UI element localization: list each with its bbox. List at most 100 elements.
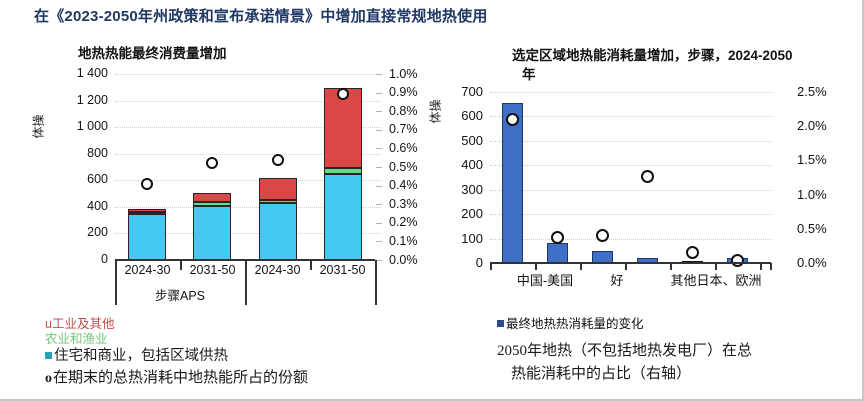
gridline xyxy=(490,140,772,142)
x-axis-tick-mark xyxy=(490,263,492,270)
x-axis-tick-mark xyxy=(670,263,672,270)
gridline xyxy=(115,206,381,208)
right-axis-tick-label: 2.5% xyxy=(797,84,827,99)
bar-segment xyxy=(193,192,231,203)
left-axis-tick-label: 700 xyxy=(461,84,483,99)
left-axis-tick-label: 300 xyxy=(461,181,483,197)
legend-industry: u工业及其他 xyxy=(45,313,114,332)
left-axis-tick-label: 200 xyxy=(461,206,483,222)
bar-segment xyxy=(259,199,297,203)
left-axis-tick-label: 1 400 xyxy=(76,66,108,80)
right-caption-line2: 热能消耗中的占比（右轴） xyxy=(511,366,692,382)
legend-agriculture-label: 农业和渔业 xyxy=(45,332,108,346)
gridline xyxy=(490,189,772,191)
page-title: 在《2023-2050年州政策和宣布承诺情景》中增加直接常规地热使用 xyxy=(34,8,488,25)
bar-segment xyxy=(259,202,297,260)
right-x-label-good: 好 xyxy=(610,273,624,288)
right-axis-tick-mark xyxy=(376,129,382,131)
scatter-point xyxy=(595,229,609,243)
bar-segment xyxy=(128,208,166,213)
right-x-label-china-us: 中国-美国 xyxy=(516,273,574,288)
right-axis-tick-mark xyxy=(376,111,382,113)
right-axis-tick-label: 1.0% xyxy=(389,66,418,81)
x-table-divider xyxy=(115,260,117,305)
gridline xyxy=(490,214,772,216)
x-axis-tick-mark xyxy=(180,260,182,270)
bar-segment xyxy=(324,173,362,260)
scatter-point xyxy=(685,246,699,260)
right-axis-tick-label: 0.7% xyxy=(389,122,418,137)
right-chart-title: 选定区域地热能消耗量增加，步骤，2024-2050 年 xyxy=(512,46,862,84)
left-axis-tick-label: 400 xyxy=(461,157,483,173)
right-axis-tick-mark xyxy=(376,74,382,75)
right-axis-tick-label: 0.4% xyxy=(389,178,418,193)
gridline xyxy=(115,100,381,102)
x-table-divider xyxy=(375,260,377,305)
bar-segment xyxy=(324,168,362,174)
gridline xyxy=(115,74,381,75)
left-axis-tick-label: 500 xyxy=(461,132,483,148)
scatter-point xyxy=(550,230,564,244)
left-axis-tick-label: 200 xyxy=(87,225,108,240)
gridline xyxy=(490,165,772,167)
final-consumption-square-icon xyxy=(497,320,504,327)
x-table-divider xyxy=(245,260,247,305)
left-axis-tick-label: 1 000 xyxy=(76,119,108,134)
scatter-point xyxy=(337,88,349,101)
left-x-category-4: 2031-50 xyxy=(319,263,366,277)
x-axis-tick-mark xyxy=(760,263,762,270)
scatter-point xyxy=(206,157,218,170)
right-axis-tick-mark xyxy=(376,260,382,261)
scatter-point xyxy=(640,170,654,184)
legend-share-label: 在期末的总热消耗中地热能所占的份额 xyxy=(53,370,309,386)
right-axis-tick-mark xyxy=(376,185,382,187)
legend-final-consumption: 最终地热热消耗量的变化 xyxy=(497,313,644,332)
left-axis-tick-label: 600 xyxy=(87,172,108,187)
right-axis-tick-label: 1.0% xyxy=(797,186,827,202)
left-x-category-1: 2024-30 xyxy=(124,263,171,277)
gridline xyxy=(490,92,772,93)
x-axis-tick-mark xyxy=(580,263,582,270)
bar-segment xyxy=(259,178,297,200)
bar-segment xyxy=(324,87,362,169)
right-axis-tick-mark xyxy=(376,204,382,206)
right-axis-tick-mark xyxy=(376,167,382,168)
left-axis-tick-label: 0 xyxy=(101,252,108,266)
left-axis-tick-label: 800 xyxy=(87,145,108,160)
bar-segment xyxy=(193,205,231,260)
x-axis-tick-mark xyxy=(535,263,537,270)
right-axis-tick-label: 0.8% xyxy=(389,103,418,118)
right-axis-tick-label: 0.0% xyxy=(389,252,418,267)
share-circle-icon: o xyxy=(45,371,52,386)
x-axis-tick-mark xyxy=(715,263,717,270)
right-axis-tick-label: 0.2% xyxy=(389,215,418,230)
right-axis-tick-label: 0.5% xyxy=(797,220,827,236)
right-axis-tick-label: 0.3% xyxy=(389,196,418,211)
right-axis-tick-label: 0.5% xyxy=(389,159,418,174)
left-x-category-2: 2031-50 xyxy=(189,263,236,277)
gridline xyxy=(490,238,772,240)
gridline xyxy=(115,127,381,129)
legend-residential-label: 住宅和商业，包括区域供热 xyxy=(54,348,228,364)
x-axis-tick-mark xyxy=(310,260,312,270)
left-axis-tick-label: 600 xyxy=(461,108,483,124)
right-axis-tick-label: 2.0% xyxy=(797,118,827,134)
bar xyxy=(546,243,568,263)
left-axis-tick-label: 1 200 xyxy=(76,92,108,107)
right-axis-tick-mark xyxy=(376,92,382,94)
right-x-label-other-japan-europe: 其他日本、欧洲 xyxy=(670,273,762,288)
left-axis-tick-label: 0 xyxy=(475,255,483,270)
legend-industry-label: 工业及其他 xyxy=(51,317,115,331)
bar-segment xyxy=(193,202,231,206)
right-axis-tick-mark xyxy=(376,148,382,150)
gridline xyxy=(490,116,772,118)
right-axis-tick-mark xyxy=(376,241,382,243)
legend-residential: 住宅和商业，包括区域供热 xyxy=(45,344,228,365)
gridline xyxy=(115,153,381,155)
x-axis-line xyxy=(115,258,375,261)
right-axis-tick-label: 0.1% xyxy=(389,233,418,248)
x-axis-line xyxy=(490,262,771,264)
right-axis-tick-label: 0.9% xyxy=(389,85,418,100)
residential-square-icon xyxy=(45,352,52,359)
